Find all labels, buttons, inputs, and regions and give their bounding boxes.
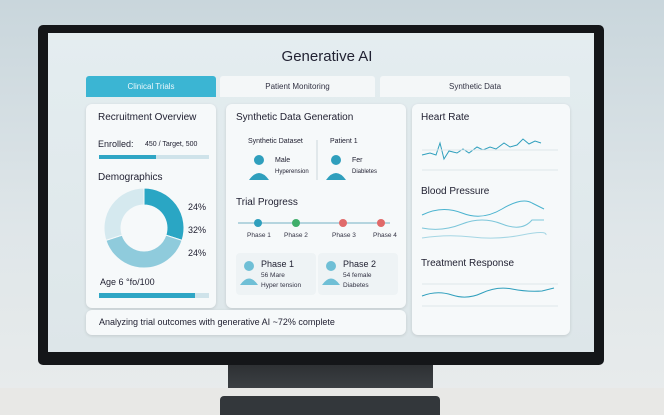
tab[interactable]: Synthetic Data bbox=[380, 76, 570, 97]
chart-title: Blood Pressure bbox=[421, 186, 490, 197]
stand bbox=[228, 360, 433, 390]
title: Generative AI bbox=[281, 48, 373, 65]
phase-label: Phase 3 bbox=[332, 232, 356, 239]
phase-label: Phase 2 bbox=[284, 232, 308, 239]
progress-fill bbox=[99, 155, 156, 159]
card-title: Phase 1 bbox=[261, 259, 295, 269]
tab[interactable]: Patient Monitoring bbox=[220, 76, 375, 97]
status-panel bbox=[86, 310, 406, 335]
text: Diabletes bbox=[352, 169, 378, 175]
monitoring-panel bbox=[412, 104, 570, 335]
card bbox=[236, 253, 316, 295]
panel-title: Synthetic Data Generation bbox=[236, 112, 354, 123]
card-title: Phase 2 bbox=[343, 259, 377, 269]
panel-title: Recruitment Overview bbox=[98, 112, 197, 123]
text: Hyperension bbox=[275, 169, 309, 175]
phase-label: Phase 4 bbox=[373, 232, 397, 239]
card-text: 56 Mare bbox=[261, 272, 285, 279]
text: Male bbox=[275, 157, 291, 164]
card-text: 54 female bbox=[343, 272, 372, 279]
section-title: Trial Progress bbox=[236, 197, 298, 208]
chart-title: Treatment Response bbox=[421, 258, 515, 269]
card-text: Hyper tension bbox=[261, 282, 302, 289]
age-fill bbox=[99, 293, 195, 298]
status-text: Analyzing trial outcomes with generative… bbox=[99, 317, 335, 327]
chart-title: Heart Rate bbox=[421, 112, 470, 123]
section-title: Demographics bbox=[98, 172, 163, 183]
tab[interactable]: Clinical Trials bbox=[86, 76, 216, 97]
card-text: Diabetes bbox=[343, 282, 369, 289]
age-text: Age 6 °fo/100 bbox=[100, 277, 155, 287]
enrolled-label: Enrolled: bbox=[98, 139, 134, 149]
text: Fer bbox=[352, 157, 363, 164]
enrolled-text: 450 / Target, 500 bbox=[145, 141, 198, 148]
label: Synthetic Dataset bbox=[248, 138, 303, 145]
stand-base bbox=[220, 396, 440, 415]
phase-label: Phase 1 bbox=[247, 232, 271, 239]
label: Patient 1 bbox=[330, 138, 358, 145]
card bbox=[318, 253, 398, 295]
